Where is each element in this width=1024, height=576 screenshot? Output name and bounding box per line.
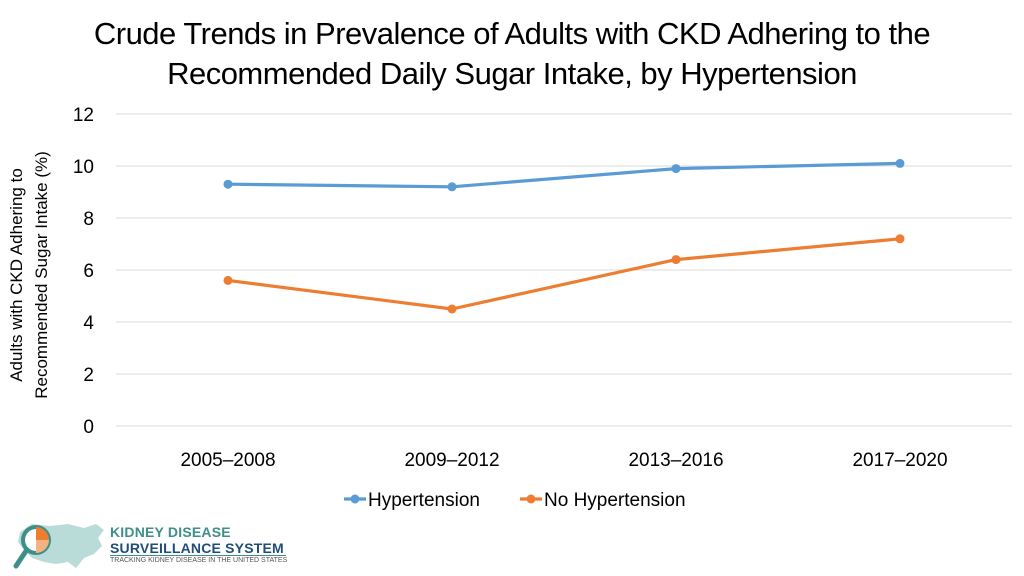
legend-marker-hypertension [350, 494, 360, 504]
legend-item-hypertension: Hypertension [344, 490, 480, 511]
series-hypertension [223, 158, 905, 192]
logo-divider [110, 555, 286, 556]
legend: Hypertension No Hypertension [344, 490, 686, 511]
data-point-no-hypertension-2 [671, 255, 681, 265]
data-point-no-hypertension-3 [895, 234, 905, 244]
kidney-disease-surveillance-logo: KIDNEY DISEASE SURVEILLANCE SYSTEM TRACK… [10, 518, 300, 576]
y-tick-label-4: 4 [83, 313, 94, 334]
series-line-hypertension [226, 161, 902, 189]
legend-marker-no-hypertension [526, 494, 536, 504]
data-point-no-hypertension-1 [447, 304, 457, 314]
x-tick-label-0: 2005–2008 [180, 450, 275, 471]
x-tick-label-3: 2017–2020 [852, 450, 947, 471]
y-axis-ticks: 0 2 4 6 8 10 12 [73, 105, 95, 438]
data-point-hypertension-1 [447, 182, 457, 192]
legend-label-no-hypertension: No Hypertension [544, 490, 686, 511]
series-line-no-hypertension [226, 237, 902, 311]
legend-label-hypertension: Hypertension [368, 490, 480, 511]
x-tick-label-2: 2013–2016 [628, 450, 723, 471]
series-no-hypertension [223, 234, 905, 314]
chart-title-line-1: Crude Trends in Prevalence of Adults wit… [93, 16, 931, 51]
chart-title: Crude Trends in Prevalence of Adults wit… [40, 14, 984, 94]
logo-title-line-2: SURVEILLANCE SYSTEM [110, 540, 284, 556]
gridlines [116, 113, 1012, 427]
data-point-hypertension-2 [671, 164, 681, 174]
y-tick-label-10: 10 [73, 157, 94, 178]
series [223, 158, 905, 314]
y-tick-label-12: 12 [73, 105, 94, 126]
y-tick-label-0: 0 [83, 417, 94, 438]
chart-title-line-2: Recommended Daily Sugar Intake, by Hyper… [167, 56, 857, 91]
y-tick-label-2: 2 [83, 365, 94, 386]
y-tick-label-8: 8 [83, 209, 94, 230]
logo-tagline: TRACKING KIDNEY DISEASE IN THE UNITED ST… [110, 557, 288, 564]
legend-item-no-hypertension: No Hypertension [520, 490, 686, 511]
x-axis-ticks: 2005–2008 2009–2012 2013–2016 2017–2020 [180, 450, 947, 471]
data-point-no-hypertension-0 [223, 275, 233, 285]
y-axis-label: Adults with CKD Adhering to Recommended S… [7, 151, 51, 399]
us-map-logo-icon [13, 524, 104, 569]
y-tick-label-6: 6 [83, 261, 94, 282]
data-point-hypertension-0 [223, 179, 233, 189]
logo-title-line-1: KIDNEY DISEASE [110, 524, 231, 540]
x-tick-label-1: 2009–2012 [404, 450, 499, 471]
y-axis-label-line-1: Adults with CKD Adhering to [7, 168, 26, 382]
data-point-hypertension-3 [895, 158, 905, 168]
y-axis-label-line-2: Recommended Sugar Intake (%) [32, 151, 51, 399]
